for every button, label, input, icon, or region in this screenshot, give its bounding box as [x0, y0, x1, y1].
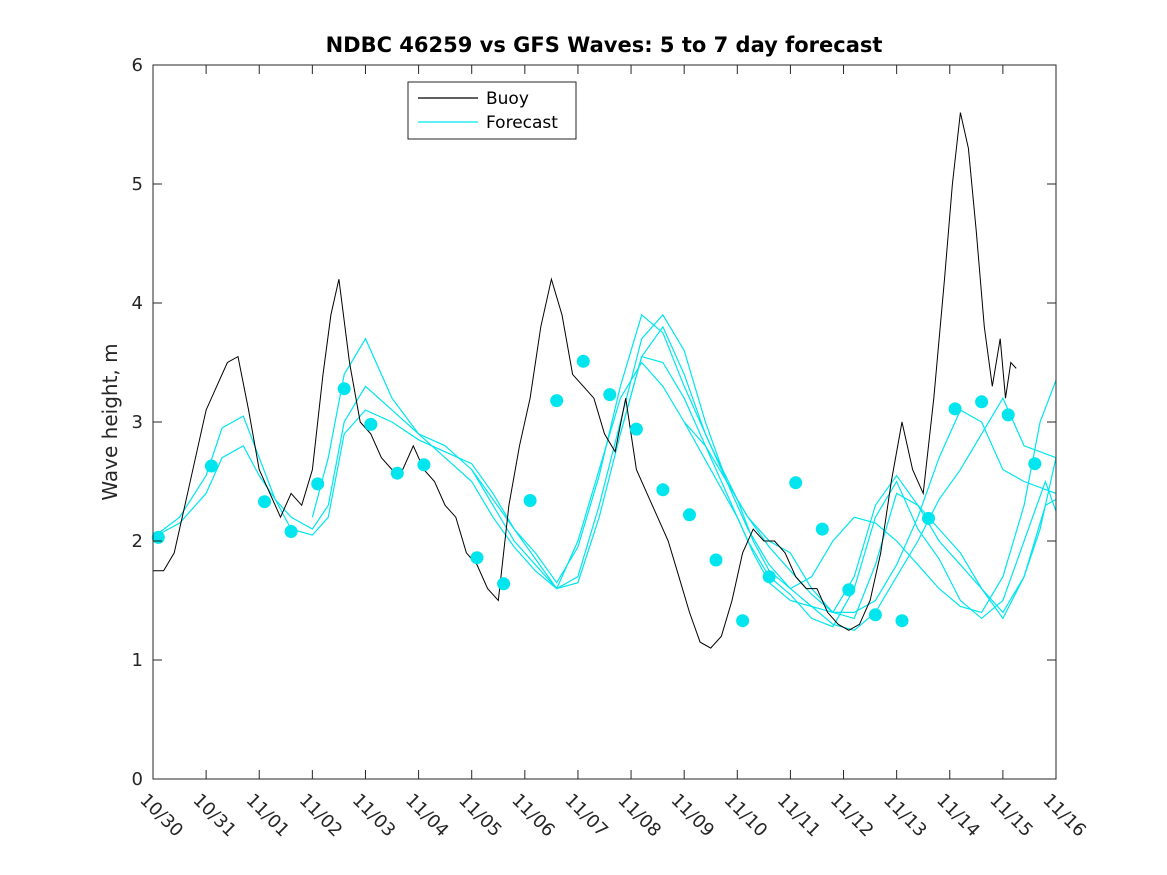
forecast-marker — [789, 476, 803, 490]
forecast-marker — [1028, 457, 1042, 471]
forecast-marker — [204, 459, 218, 473]
y-tick-label: 1 — [132, 650, 143, 671]
forecast-marker — [364, 417, 378, 431]
forecast-marker — [895, 614, 909, 628]
buoy-line — [153, 112, 1017, 649]
forecast-marker — [258, 495, 271, 509]
y-tick-label: 6 — [132, 55, 143, 76]
y-axis-label: Wave height, m — [98, 343, 122, 500]
y-tick-label: 4 — [132, 293, 143, 314]
legend-forecast-label: Forecast — [486, 113, 558, 133]
forecast-marker — [709, 553, 723, 567]
legend-buoy-label: Buoy — [486, 89, 529, 109]
forecast-marker — [523, 494, 537, 507]
forecast-marker — [284, 525, 298, 538]
forecast-marker — [683, 508, 696, 522]
forecast-run-line-5 — [619, 355, 1057, 628]
forecast-marker — [417, 458, 431, 472]
forecast-marker — [337, 382, 351, 396]
forecast-marker — [603, 388, 617, 402]
forecast-marker — [975, 395, 989, 409]
forecast-run-line-6 — [683, 421, 1057, 614]
chart-title: NDBC 46259 vs GFS Waves: 5 to 7 day fore… — [326, 33, 883, 57]
forecast-marker — [151, 530, 165, 544]
forecast-marker — [576, 354, 590, 368]
forecast-marker — [842, 583, 856, 597]
forecast-marker — [656, 483, 670, 497]
y-tick-label: 0 — [132, 769, 143, 790]
plot-area — [153, 65, 1056, 779]
forecast-marker — [550, 394, 564, 408]
legend-box — [407, 81, 577, 140]
forecast-run-line-3 — [311, 313, 1057, 614]
forecast-marker — [629, 422, 643, 436]
y-tick-label: 5 — [132, 174, 143, 195]
y-tick-label: 2 — [132, 531, 143, 552]
forecast-marker — [736, 614, 750, 628]
forecast-marker — [868, 608, 882, 622]
forecast-marker — [1001, 408, 1015, 422]
forecast-marker — [470, 551, 484, 565]
forecast-marker — [390, 466, 404, 480]
forecast-marker — [948, 402, 962, 416]
forecast-run-line-1 — [152, 361, 1057, 614]
y-tick-label: 3 — [132, 412, 143, 433]
y-axis: 0 1 2 3 4 5 6 — [132, 55, 1056, 790]
forecast-marker — [311, 477, 325, 491]
forecast-marker — [815, 522, 829, 536]
forecast-marker — [497, 577, 511, 591]
forecast-marker — [762, 570, 776, 584]
legend: Buoy Forecast — [407, 81, 577, 140]
forecast-marker — [922, 511, 935, 525]
